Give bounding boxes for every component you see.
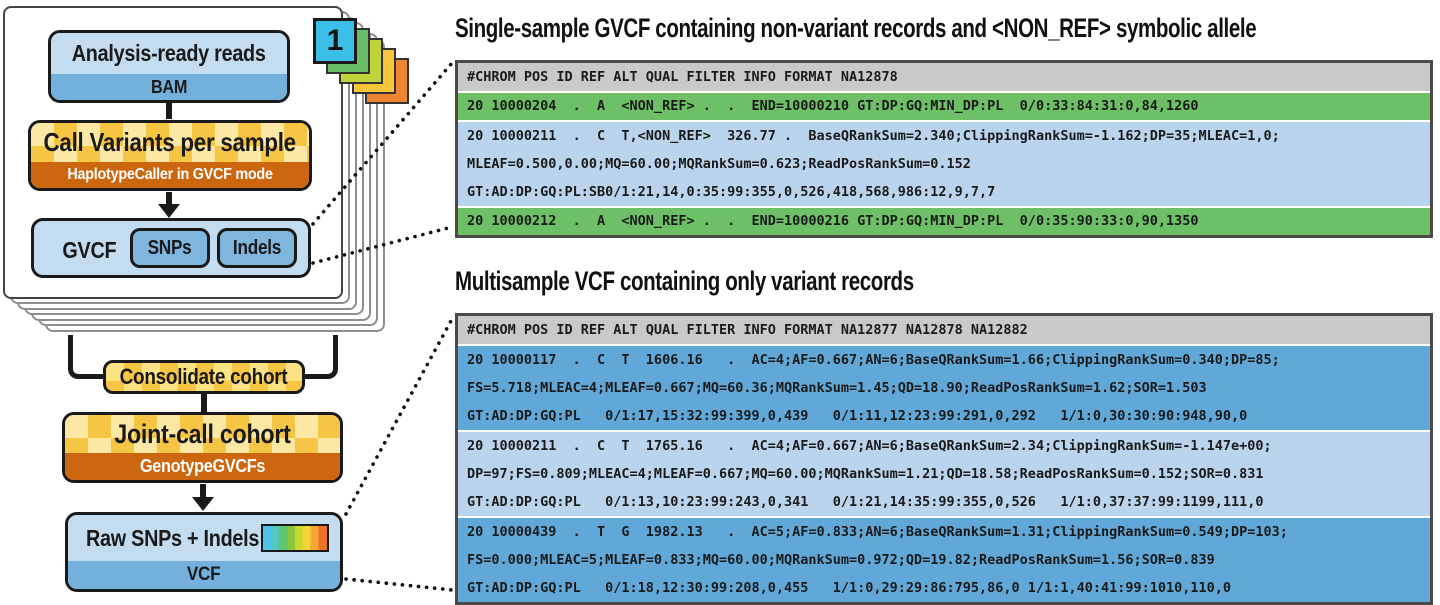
genotypegvcfs-label: GenotypeGVCFs (139, 456, 266, 476)
record-line: GT:AD:DP:GQ:PL:SB0/1:21,14,0:35:99:355,0… (467, 184, 996, 200)
indels-chip: Indels (217, 228, 297, 268)
table-row: 20 10000117 . C T 1606.16 . AC=4;AF=0.66… (458, 344, 1430, 430)
record-line: 20 10000117 . C T 1606.16 . AC=4;AF=0.66… (467, 352, 1280, 368)
record-line: GT:AD:DP:GQ:PL 0/1:13,10:23:99:243,0,341… (467, 494, 1264, 510)
record-line: 20 10000211 . C T,<NON_REF> 326.77 . Bas… (467, 128, 1280, 144)
sample-tab-1: 1 (313, 18, 357, 64)
record-line: GT:AD:DP:GQ:PL 0/1:18,12:30:99:208,0,455… (467, 580, 1232, 596)
bracket-left (68, 335, 103, 379)
call-variants-box: Call Variants per sample HaplotypeCaller… (28, 120, 312, 191)
flow-connector (166, 192, 172, 204)
gvcf-table: #CHROM POS ID REF ALT QUAL FILTER INFO F… (455, 60, 1433, 238)
gvcf-label: GVCF (62, 237, 117, 263)
analysis-ready-reads-label: Analysis-ready reads (72, 40, 266, 66)
rainbow-strip-icon (261, 524, 329, 552)
call-variants-label: Call Variants per sample (43, 127, 297, 157)
indels-label: Indels (232, 236, 282, 259)
arrow-down-icon (158, 204, 180, 218)
record-line: FS=5.718;MLEAC=4;MLEAF=0.667;MQ=60.36;MQ… (467, 380, 1207, 396)
table-row: 20 10000211 . C T 1765.16 . AC=4;AF=0.66… (458, 430, 1430, 516)
analysis-ready-reads-box: Analysis-ready reads BAM (48, 30, 290, 103)
flow-connector (200, 484, 206, 497)
record-line: 20 10000212 . A <NON_REF> . . END=100002… (467, 213, 1199, 229)
joint-call-cohort-label: Joint-call cohort (114, 418, 291, 449)
vcf-table: #CHROM POS ID REF ALT QUAL FILTER INFO F… (455, 313, 1433, 605)
record-line: GT:AD:DP:GQ:PL 0/1:17,15:32:99:399,0,439… (467, 408, 1248, 424)
record-line: 20 10000439 . T G 1982.13 . AC=5;AF=0.83… (467, 524, 1288, 540)
consolidate-cohort-label: Consolidate cohort (120, 364, 288, 389)
connector-vcf-bottom (344, 577, 454, 592)
record-line: DP=97;FS=0.809;MLEAC=4;MLEAF=0.667;MQ=60… (467, 466, 1264, 482)
bam-label: BAM (150, 76, 188, 97)
flow-connector (166, 103, 172, 119)
vcf-table-header: #CHROM POS ID REF ALT QUAL FILTER INFO F… (458, 316, 1430, 344)
record-line: FS=0.000;MLEAC=5;MLEAF=0.833;MQ=60.00;MQ… (467, 552, 1215, 568)
table-row: 20 10000439 . T G 1982.13 . AC=5;AF=0.83… (458, 516, 1430, 602)
consolidate-cohort-box: Consolidate cohort (103, 360, 305, 394)
gvcf-table-header: #CHROM POS ID REF ALT QUAL FILTER INFO F… (458, 63, 1430, 91)
arrow-down-icon (192, 497, 214, 511)
vcf-label: VCF (187, 564, 221, 585)
flow-connector (201, 394, 207, 413)
vcf-panel-title: Multisample VCF containing only variant … (455, 266, 914, 296)
table-row: 20 10000212 . A <NON_REF> . . END=100002… (458, 206, 1430, 235)
record-line: 20 10000211 . C T 1765.16 . AC=4;AF=0.66… (467, 438, 1272, 454)
raw-snps-indels-label: Raw SNPs + Indels (86, 524, 260, 551)
haplotypecaller-label: HaplotypeCaller in GVCF mode (67, 166, 273, 183)
gvcf-panel-title: Single-sample GVCF containing non-varian… (455, 13, 1257, 43)
sample-number-label: 1 (326, 24, 344, 57)
connector-vcf-top (344, 317, 454, 516)
snps-chip: SNPs (130, 228, 210, 268)
record-line: MLEAF=0.500,0.00;MQ=60.00;MQRankSum=0.62… (467, 156, 971, 172)
snps-label: SNPs (148, 236, 192, 259)
table-row: 20 10000204 . A <NON_REF> . . END=100002… (458, 91, 1430, 120)
record-line: 20 10000204 . A <NON_REF> . . END=100002… (467, 98, 1199, 114)
bracket-right (305, 335, 338, 379)
table-row: 20 10000211 . C T,<NON_REF> 326.77 . Bas… (458, 120, 1430, 206)
joint-call-cohort-box: Joint-call cohort GenotypeGVCFs (62, 412, 343, 483)
